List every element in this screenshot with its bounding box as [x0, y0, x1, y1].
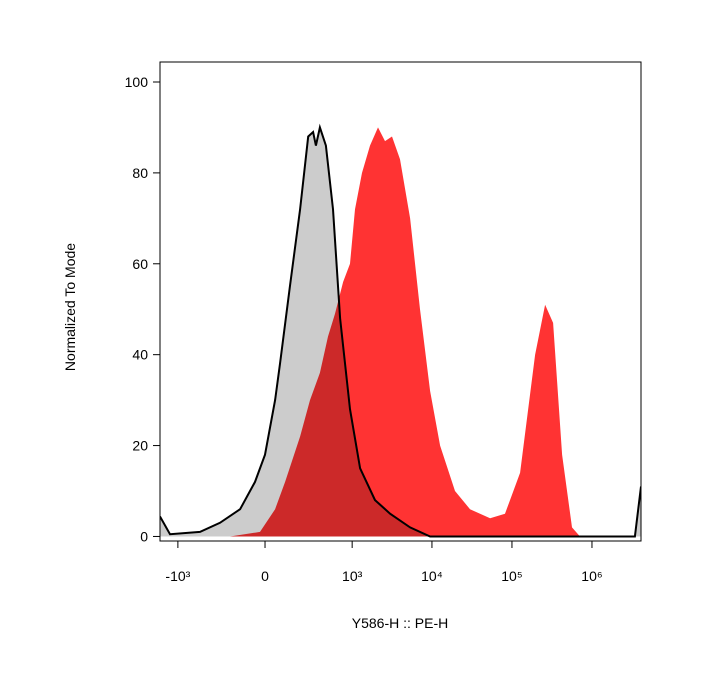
y-tick-label: 100	[125, 74, 149, 90]
x-tick-label: 0	[261, 568, 269, 584]
x-axis-label: Y586-H :: PE-H	[352, 615, 448, 631]
x-tick-label: -10³	[165, 568, 190, 584]
histogram-outline	[160, 123, 641, 538]
x-tick-label: 10³	[342, 568, 363, 584]
y-tick-label: 20	[132, 438, 148, 454]
x-tick-label: 10⁶	[581, 568, 602, 584]
plot-frame	[159, 61, 642, 542]
x-tick-label: 10⁴	[421, 568, 443, 584]
y-tick-label: 0	[140, 528, 148, 544]
y-tick-label: 60	[132, 256, 148, 272]
y-axis-label: Normalized To Mode	[62, 243, 78, 371]
x-tick-label: 10⁵	[501, 568, 522, 584]
y-tick-label: 80	[132, 165, 148, 181]
y-tick-label: 40	[132, 347, 148, 363]
histogram-area	[160, 127, 641, 537]
